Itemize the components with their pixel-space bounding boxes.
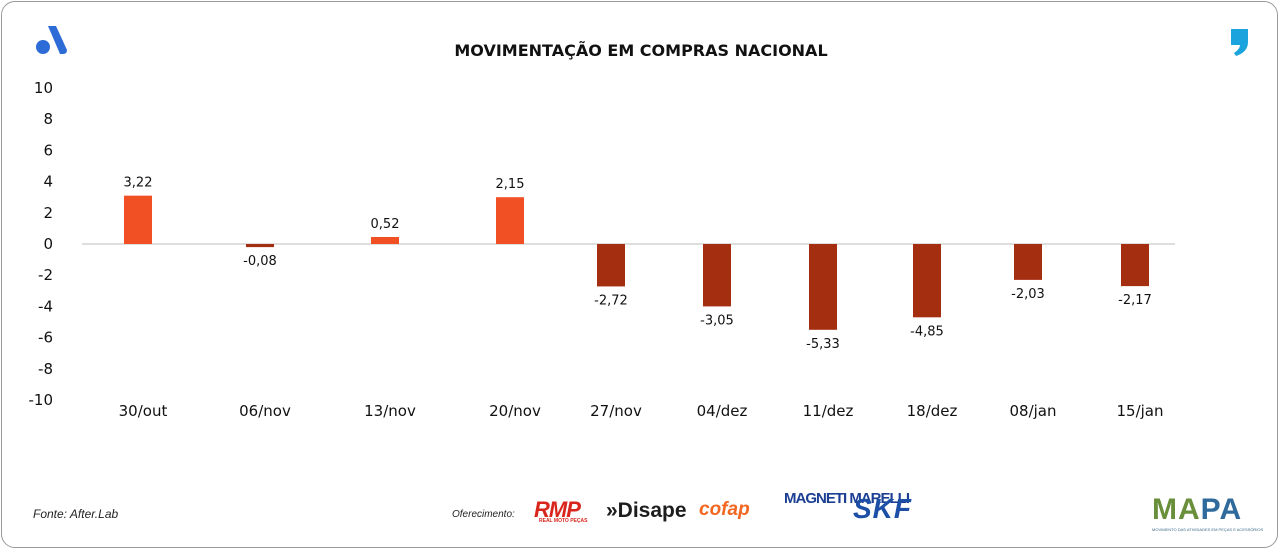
y-axis: 10 8 6 4 2 0 -2 -4 -6 -8 -10 — [29, 79, 54, 409]
y-tick-label: -10 — [29, 391, 54, 409]
mapa-logo-text: MAPA — [1152, 493, 1243, 526]
bar — [809, 244, 837, 330]
y-tick-label: 6 — [43, 141, 53, 159]
data-label: -2,03 — [1011, 287, 1045, 302]
cofap-logo: cofap — [699, 499, 750, 520]
bar — [496, 197, 524, 244]
data-label: -4,85 — [910, 324, 944, 339]
data-label: 2,15 — [496, 177, 525, 192]
y-tick-label: 10 — [34, 79, 53, 97]
y-tick-label: -2 — [38, 266, 53, 284]
brand-comma-icon — [1231, 29, 1248, 56]
y-tick-label: 4 — [43, 173, 53, 191]
x-axis: 30/out 06/nov 13/nov 20/nov 27/nov 04/dez 11/d… — [119, 402, 1164, 420]
brand-a-icon — [36, 26, 67, 54]
y-tick-label: 8 — [43, 110, 53, 128]
x-tick-label: 08/jan — [1009, 402, 1056, 420]
data-label: -3,05 — [700, 313, 734, 328]
y-tick-label: -8 — [38, 360, 53, 378]
data-label: -2,72 — [594, 293, 628, 308]
x-tick-label: 04/dez — [697, 402, 748, 420]
bar — [371, 236, 399, 244]
bar — [703, 244, 731, 307]
data-label: 3,22 — [124, 176, 153, 191]
x-tick-label: 27/nov — [590, 402, 642, 420]
x-tick-label: 15/jan — [1116, 402, 1163, 420]
mapa-logo-subtitle: MOVIMENTO DAS ATIVIDADES EM PEÇAS E ACES… — [1152, 527, 1264, 532]
y-tick-label: 0 — [43, 235, 53, 253]
chart-title: MOVIMENTAÇÃO EM COMPRAS NACIONAL — [454, 41, 827, 60]
y-tick-label: -6 — [38, 329, 53, 347]
y-tick-label: -4 — [38, 297, 53, 315]
bar — [1121, 244, 1149, 287]
bar-series — [124, 195, 1149, 330]
bar — [124, 195, 152, 244]
x-tick-label: 18/dez — [907, 402, 958, 420]
skf-logo: SKF — [853, 493, 912, 524]
x-tick-label: 20/nov — [489, 402, 541, 420]
x-tick-label: 13/nov — [364, 402, 416, 420]
data-labels: 3,22 -0,08 0,52 2,15 -2,72 -3,05 -5,33 -4,85 -2,… — [124, 176, 1152, 352]
x-tick-label: 11/dez — [803, 402, 854, 420]
sponsor-label: Oferecimento: — [452, 509, 515, 520]
data-label: -2,17 — [1118, 293, 1152, 308]
x-tick-label: 06/nov — [239, 402, 291, 420]
bar — [1014, 244, 1042, 280]
bar — [246, 244, 274, 248]
disape-logo: »Disape — [606, 499, 687, 522]
x-tick-label: 30/out — [119, 402, 168, 420]
data-label: -0,08 — [243, 254, 277, 269]
rmp-logo-subtitle: REAL MOTO PEÇAS — [539, 518, 588, 524]
magneti-marelli-logo: MAGNETI MARELLI — [784, 491, 910, 506]
rmp-logo: RMP — [534, 497, 581, 522]
source-note: Fonte: After.Lab — [33, 507, 119, 521]
bar — [913, 244, 941, 318]
mapa-logo: MAPA — [1152, 493, 1242, 527]
data-label: -5,33 — [806, 337, 840, 352]
y-tick-label: 2 — [43, 204, 53, 222]
data-label: 0,52 — [371, 217, 400, 232]
bar — [597, 244, 625, 287]
